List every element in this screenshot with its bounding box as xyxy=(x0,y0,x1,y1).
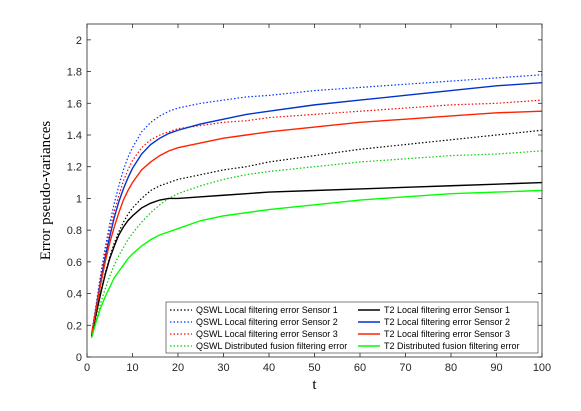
series-line-4 xyxy=(90,150,543,337)
y-tick-label: 1.2 xyxy=(67,162,82,174)
series-line-6 xyxy=(90,81,543,335)
x-tick-label: 0 xyxy=(84,362,90,374)
y-tick-label: 1.8 xyxy=(67,67,82,79)
y-tick-label: 0 xyxy=(76,352,82,364)
series-line-7 xyxy=(90,110,543,335)
legend-label: T2 Local filtering error Sensor 1 xyxy=(384,305,510,315)
y-tick-label: 2 xyxy=(76,35,82,47)
y-tick-label: 0.8 xyxy=(67,225,82,237)
legend-label: QSWL Local filtering error Sensor 1 xyxy=(196,305,338,315)
x-tick-label: 40 xyxy=(263,362,275,374)
y-tick-label: 1.4 xyxy=(67,130,82,142)
x-tick-label: 10 xyxy=(126,362,138,374)
series-line-5 xyxy=(90,181,543,337)
legend-label: QSWL Local filtering error Sensor 3 xyxy=(196,329,338,339)
x-tick-label: 50 xyxy=(308,362,320,374)
series-line-3 xyxy=(90,99,543,335)
series-line-2 xyxy=(90,74,543,335)
x-tick-label: 70 xyxy=(399,362,411,374)
x-tick-label: 100 xyxy=(533,362,551,374)
x-tick-label: 80 xyxy=(445,362,457,374)
x-tick-label: 90 xyxy=(490,362,502,374)
x-tick-label: 60 xyxy=(354,362,366,374)
x-axis-label: t xyxy=(312,377,317,393)
x-ticks: 0 10 20 30 40 50 60 70 80 90 100 xyxy=(84,24,551,374)
x-tick-label: 30 xyxy=(217,362,229,374)
legend-label: T2 Local filtering error Sensor 3 xyxy=(384,329,510,339)
y-tick-label: 0.2 xyxy=(67,320,82,332)
y-tick-label: 0.4 xyxy=(67,289,82,301)
legend: QSWL Local filtering error Sensor 1 QSWL … xyxy=(165,301,539,354)
legend-label: T2 Distributed fusion filtering error xyxy=(384,341,520,351)
y-ticks: 0 0.2 0.4 0.6 0.8 1 1.2 1.4 1.6 1.8 2 xyxy=(67,35,542,364)
legend-label: T2 Local filtering error Sensor 2 xyxy=(384,317,510,327)
series-layer xyxy=(90,74,543,339)
y-tick-label: 1 xyxy=(76,193,82,205)
legend-label: QSWL Distributed fusion filtering error xyxy=(196,341,347,351)
x-tick-label: 20 xyxy=(172,362,184,374)
y-axis-label: Error pseudo-variances xyxy=(38,121,54,261)
legend-box xyxy=(165,301,539,354)
y-tick-label: 0.6 xyxy=(67,257,82,269)
y-tick-label: 1.6 xyxy=(67,98,82,110)
series-line-8 xyxy=(90,189,543,339)
legend-label: QSWL Local filtering error Sensor 2 xyxy=(196,317,338,327)
